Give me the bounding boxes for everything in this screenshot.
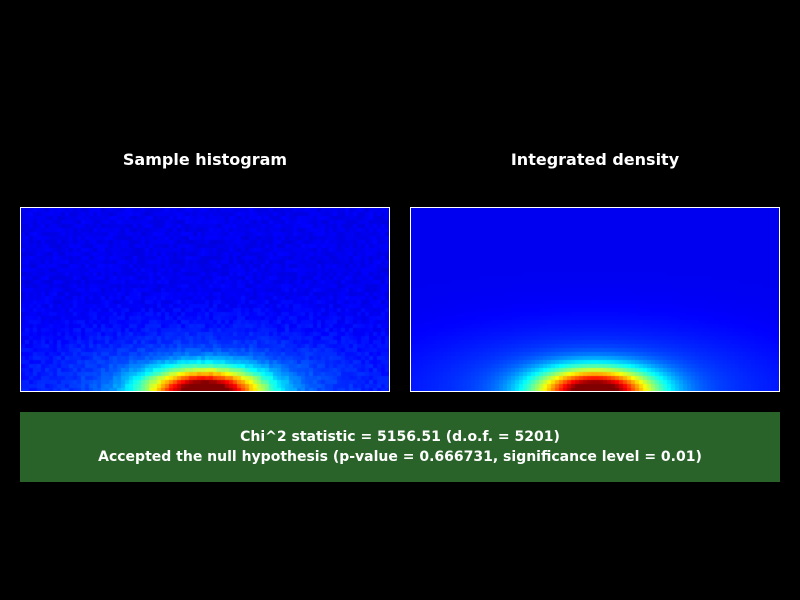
chi-square-result-panel: Chi^2 statistic = 5156.51 (d.o.f. = 5201… (20, 412, 780, 482)
chi-square-statistic-text: Chi^2 statistic = 5156.51 (d.o.f. = 5201… (240, 429, 560, 445)
sample-histogram-plot (20, 207, 390, 392)
integrated-density-plot (410, 207, 780, 392)
sample-histogram-title: Sample histogram (122, 150, 288, 169)
integrated-density-heatmap (411, 208, 779, 391)
sample-histogram-heatmap (21, 208, 389, 391)
integrated-density-title: Integrated density (510, 150, 680, 169)
null-hypothesis-result-text: Accepted the null hypothesis (p-value = … (98, 449, 702, 465)
